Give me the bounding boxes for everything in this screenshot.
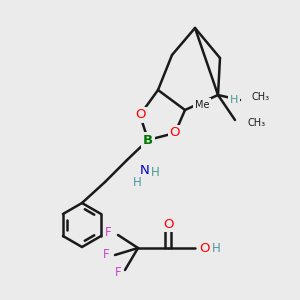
Text: H: H — [230, 95, 238, 105]
Text: H: H — [133, 176, 141, 188]
Text: O: O — [135, 109, 145, 122]
Text: O: O — [170, 127, 180, 140]
Text: O: O — [163, 218, 173, 230]
Text: O: O — [199, 242, 209, 254]
Text: CH₃: CH₃ — [247, 118, 265, 128]
Text: Me: Me — [195, 100, 209, 110]
Text: H: H — [212, 242, 221, 254]
Text: F: F — [114, 266, 121, 278]
Text: F: F — [102, 248, 109, 262]
Text: B: B — [143, 134, 153, 146]
Text: H: H — [151, 166, 159, 178]
Text: N: N — [140, 164, 150, 176]
Text: CH₃: CH₃ — [252, 92, 270, 102]
Text: F: F — [105, 226, 112, 239]
